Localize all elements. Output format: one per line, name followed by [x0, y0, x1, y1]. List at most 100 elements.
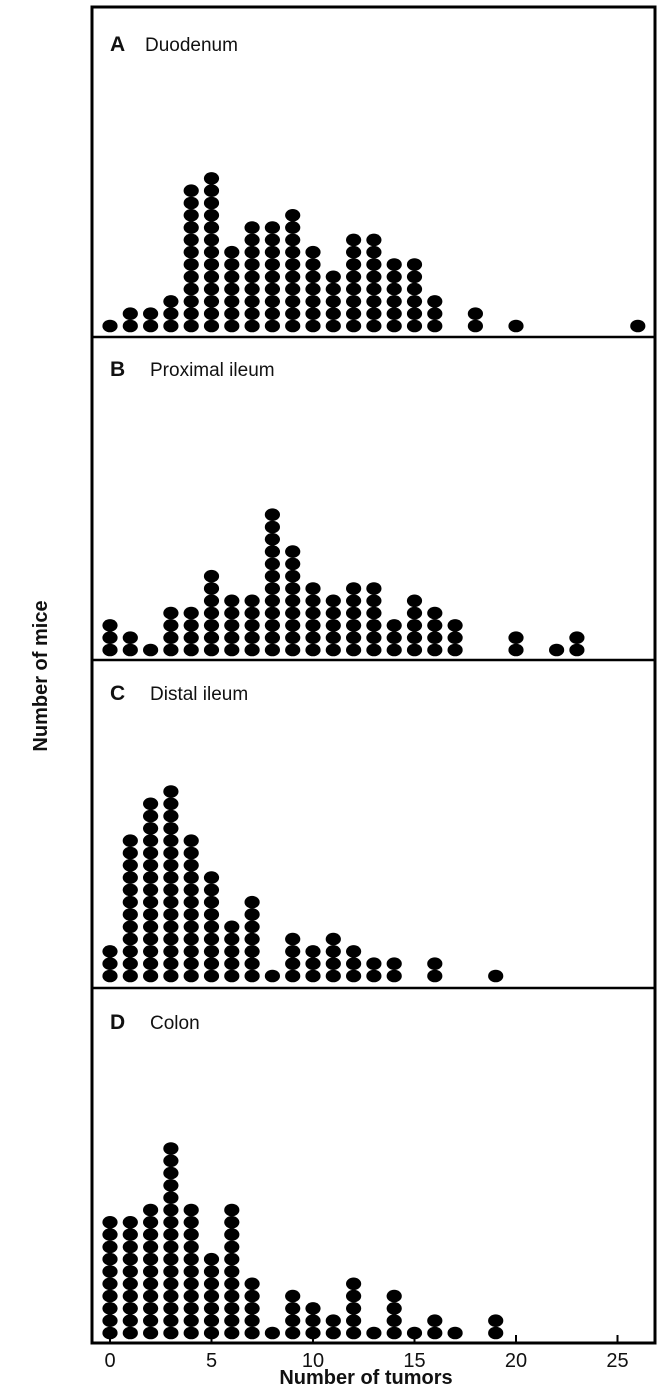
mouse-dot — [163, 969, 179, 983]
x-axis-title: Number of tumors — [279, 1367, 452, 1389]
mouse-dot — [386, 258, 402, 271]
mouse-dot — [143, 822, 159, 835]
mouse-dot — [224, 945, 240, 958]
mouse-dot — [102, 1252, 118, 1266]
mouse-dot — [244, 1302, 260, 1315]
x-tick-label: 0 — [104, 1350, 115, 1372]
mouse-dot — [163, 945, 179, 958]
mouse-dot — [163, 1252, 179, 1266]
mouse-dot — [122, 920, 138, 934]
mouse-dot — [203, 196, 220, 210]
mouse-dot — [285, 957, 301, 970]
panel-d-title: D Colon — [110, 1011, 200, 1034]
mouse-dot — [264, 557, 280, 571]
mouse-dot — [244, 1277, 260, 1291]
panel-a-title: A Duodenum — [110, 33, 238, 56]
mouse-dot — [224, 1314, 240, 1327]
mouse-dot — [346, 969, 362, 983]
y-axis-title: Number of mice — [30, 600, 52, 751]
panel-b-name: Proximal ileum — [150, 360, 275, 381]
mouse-dot — [285, 307, 301, 321]
mouse-dot — [427, 606, 443, 620]
mouse-dot — [122, 319, 138, 333]
mouse-dot — [366, 957, 382, 970]
mouse-dot — [203, 221, 220, 234]
mouse-dot — [163, 1228, 179, 1241]
mouse-dot — [163, 1203, 179, 1217]
mouse-dot — [427, 631, 443, 644]
mouse-dot — [244, 258, 260, 271]
mouse-dot — [346, 582, 362, 595]
mouse-dot — [305, 295, 321, 308]
mouse-dot — [203, 606, 220, 620]
mouse-dot — [163, 1314, 179, 1327]
mouse-dot — [203, 945, 220, 958]
mouse-dot — [203, 883, 220, 897]
panel-d-name: Colon — [150, 1013, 200, 1034]
mouse-dot — [203, 245, 220, 259]
mouse-dot — [122, 945, 138, 958]
mouse-dot — [224, 1252, 240, 1266]
mouse-dot — [366, 643, 382, 657]
mouse-dot — [143, 1216, 159, 1229]
mouse-dot — [163, 895, 179, 909]
mouse-dot — [102, 1265, 118, 1278]
mouse-dot — [285, 631, 301, 644]
mouse-dot — [183, 233, 199, 247]
mouse-dot — [244, 221, 260, 234]
mouse-dot — [386, 619, 402, 632]
mouse-dot — [203, 295, 220, 308]
mouse-dot — [325, 1314, 341, 1327]
mouse-dot — [406, 1326, 423, 1340]
mouse-dot — [285, 1326, 301, 1340]
mouse-dot — [163, 1289, 179, 1303]
mouse-dot — [143, 932, 159, 946]
mouse-dot — [122, 871, 138, 884]
mouse-dot — [122, 957, 138, 970]
mouse-dot — [305, 270, 321, 284]
mouse-dot — [122, 307, 138, 321]
panel-a-dots — [102, 172, 646, 333]
mouse-dot — [305, 606, 321, 620]
mouse-dot — [285, 932, 301, 946]
mouse-dot — [163, 1265, 179, 1278]
panel-d-letter: D — [110, 1011, 125, 1034]
panel-c-name: Distal ileum — [150, 684, 248, 705]
mouse-dot — [183, 920, 199, 934]
mouse-dot — [406, 594, 423, 608]
mouse-dot — [183, 606, 199, 620]
mouse-dot — [143, 1265, 159, 1278]
mouse-dot — [143, 883, 159, 897]
mouse-dot — [325, 270, 341, 284]
mouse-dot — [325, 307, 341, 321]
mouse-dot — [406, 270, 423, 284]
mouse-dot — [163, 846, 179, 860]
mouse-dot — [122, 1240, 138, 1254]
mouse-dot — [285, 582, 301, 595]
mouse-dot — [285, 319, 301, 333]
mouse-dot — [264, 533, 280, 546]
mouse-dot — [163, 307, 179, 321]
mouse-dot — [406, 643, 423, 657]
mouse-dot — [163, 883, 179, 897]
mouse-dot — [244, 631, 260, 644]
mouse-dot — [325, 319, 341, 333]
mouse-dot — [143, 809, 159, 823]
mouse-dot — [346, 1326, 362, 1340]
mouse-dot — [264, 520, 280, 534]
mouse-dot — [143, 1240, 159, 1254]
mouse-dot — [122, 1314, 138, 1327]
mouse-dot — [122, 932, 138, 946]
mouse-dot — [244, 945, 260, 958]
mouse-dot — [203, 569, 220, 583]
mouse-dot — [264, 295, 280, 308]
mouse-dot — [102, 945, 118, 958]
mouse-dot — [366, 295, 382, 308]
mouse-dot — [143, 1302, 159, 1315]
mouse-dot — [285, 233, 301, 247]
mouse-dot — [285, 221, 301, 234]
mouse-dot — [305, 957, 321, 970]
mouse-dot — [122, 1216, 138, 1229]
mouse-dot — [427, 1314, 443, 1327]
